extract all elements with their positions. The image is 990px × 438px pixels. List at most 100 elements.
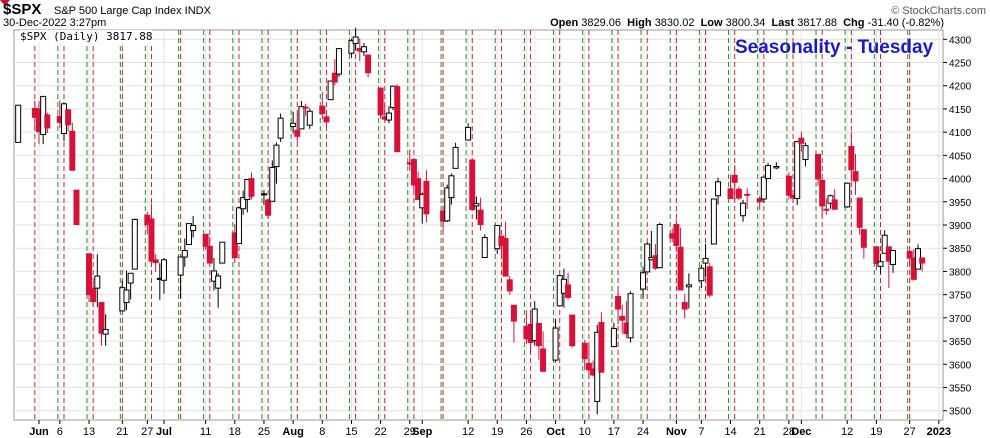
y-tick-label: 4050 — [949, 151, 972, 162]
x-tick-label: 27 — [141, 426, 153, 438]
candle-body — [240, 197, 247, 210]
x-tick-label: 21 — [116, 426, 128, 438]
x-tick-label: 10 — [579, 426, 591, 438]
open-value: 3829.06 — [581, 17, 622, 29]
stockcharts-watermark[interactable]: © StockCharts.com — [891, 5, 986, 17]
candle-body — [410, 159, 417, 186]
candle-body — [306, 110, 313, 126]
candle-body — [860, 229, 867, 248]
candle-body — [277, 117, 284, 139]
y-tick-label: 4100 — [949, 128, 972, 139]
candle-body — [298, 106, 305, 130]
x-tick-label: 8 — [319, 426, 325, 438]
candle-body — [481, 237, 488, 259]
y-tick-label: 3900 — [949, 221, 972, 232]
candle-body — [15, 104, 22, 143]
candle-body — [352, 36, 359, 44]
candle-body — [215, 275, 222, 289]
chart-legend: $SPX (Daily) 3817.88 — [20, 30, 153, 43]
candle-body — [685, 284, 692, 288]
candle-body — [740, 202, 747, 217]
candle-body — [190, 224, 197, 232]
x-tick-label: 15 — [345, 426, 357, 438]
x-tick-label: 24 — [637, 426, 649, 438]
x-tick-label: Jul — [156, 426, 172, 438]
ticker-symbol: $SPX — [3, 1, 42, 18]
candle-body — [94, 275, 101, 289]
x-tick-label: 18 — [229, 426, 241, 438]
candle-body — [731, 174, 738, 183]
candle-body — [760, 176, 767, 200]
candle-body — [627, 293, 634, 339]
candle-body — [248, 178, 255, 197]
candle-body — [465, 127, 472, 141]
candle-body — [698, 267, 705, 282]
candle-body — [744, 193, 751, 196]
x-tick-label: Oct — [546, 426, 565, 438]
y-tick-label: 4250 — [949, 59, 972, 70]
x-tick-label: 6 — [57, 426, 63, 438]
change-label: Chg — [843, 17, 865, 29]
y-tick-label: 4000 — [949, 175, 972, 186]
candle-body — [181, 250, 188, 258]
candle-body — [131, 218, 138, 270]
candle-body — [452, 146, 459, 169]
candle-body — [710, 198, 717, 245]
quote-summary: Open 3829.06 High 3830.02 Low 3800.34 La… — [550, 17, 944, 29]
x-tick-label: 22 — [374, 426, 386, 438]
candle-body — [890, 250, 897, 265]
y-tick-label: 4300 — [949, 35, 972, 46]
candle-body — [756, 198, 763, 203]
x-tick-label: 11 — [200, 426, 211, 438]
candle-body — [394, 86, 401, 153]
candle-body — [852, 171, 859, 182]
down-arrow-icon — [0, 0, 10, 6]
candle-body — [327, 80, 334, 101]
x-tick-label: 21 — [754, 426, 766, 438]
x-tick-label: Nov — [666, 426, 688, 438]
candle-body — [469, 159, 476, 211]
candle-body — [90, 288, 97, 303]
candle-body — [640, 272, 647, 290]
y-tick-label: 3500 — [949, 407, 972, 418]
x-tick-label: 25 — [258, 426, 270, 438]
candle-body — [798, 137, 805, 144]
candle-body — [540, 348, 547, 372]
candle-body — [681, 302, 688, 310]
candle-body — [231, 232, 238, 258]
y-tick-label: 4200 — [949, 82, 972, 93]
y-tick-label: 3750 — [949, 291, 972, 302]
x-tick-label: 28 — [783, 426, 795, 438]
candle-body — [448, 175, 455, 199]
candle-body — [823, 208, 830, 211]
candle-body — [323, 116, 330, 123]
x-tick-label: Sep — [412, 426, 432, 438]
candle-body — [552, 327, 559, 361]
candle-body — [160, 259, 167, 281]
x-tick-label: 13 — [83, 426, 95, 438]
candle-body — [273, 144, 280, 167]
candle-body — [773, 166, 780, 169]
candle-body — [873, 246, 880, 265]
candle-body — [877, 261, 884, 267]
x-tick-label: 17 — [608, 426, 620, 438]
candle-body — [294, 129, 301, 137]
candle-body — [415, 178, 422, 200]
candle-body — [502, 237, 509, 277]
candle-body — [290, 122, 297, 128]
candle-body — [906, 250, 913, 259]
last-value: 3817.88 — [797, 17, 837, 29]
candle-body — [331, 72, 338, 83]
change-value: -31.40 (-0.82%) — [867, 17, 944, 29]
candle-body — [510, 304, 517, 322]
x-tick-label: 12 — [841, 426, 853, 438]
candle-body — [506, 279, 513, 292]
x-tick-label: 2023 — [927, 426, 951, 438]
candle-body — [177, 256, 184, 276]
candle-body — [69, 130, 76, 171]
candle-body — [152, 259, 159, 264]
x-tick-label: 26 — [520, 426, 532, 438]
x-tick-label: 19 — [870, 426, 882, 438]
candle-body — [365, 54, 372, 74]
